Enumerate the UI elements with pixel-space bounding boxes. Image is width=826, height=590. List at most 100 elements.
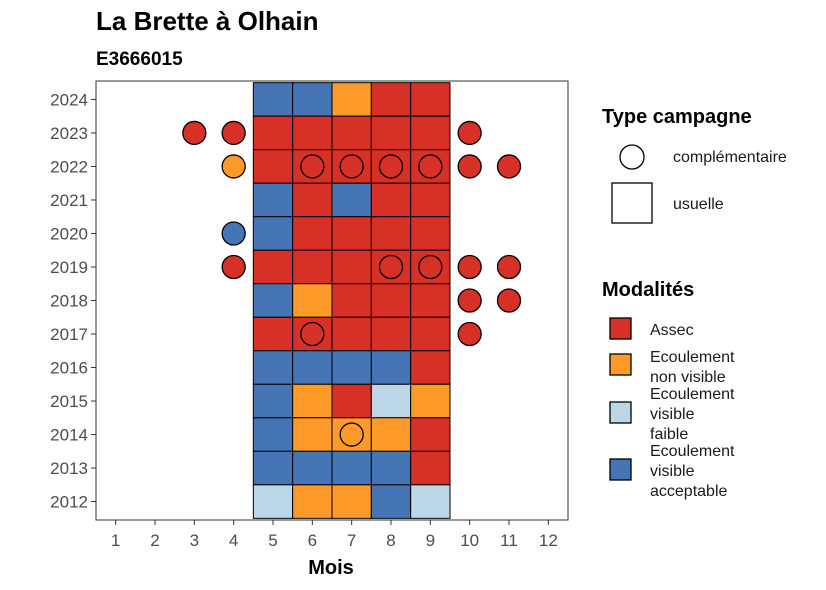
tile-2018-m8 — [370, 283, 412, 318]
tile-2024-m7 — [331, 82, 372, 117]
point-2017-m10 — [457, 321, 482, 347]
tile-2012-m5 — [252, 484, 294, 519]
legend-label-V: Ecoulement — [650, 443, 735, 460]
legend-modalites-title: Modalités — [602, 279, 694, 301]
tile-2014-m9 — [410, 417, 451, 452]
x-tick-label: 1 — [111, 531, 120, 550]
tile-2018-m9 — [410, 283, 451, 318]
tile-2021-m7 — [331, 182, 372, 218]
x-tick-label: 10 — [460, 531, 479, 550]
legend-key-A — [609, 317, 632, 340]
y-tick-label: 2022 — [50, 157, 88, 176]
y-tick-label: 2012 — [50, 493, 88, 512]
y-tick-label: 2014 — [50, 426, 88, 445]
x-tick-label: 6 — [308, 531, 317, 550]
point-2022-m9 — [418, 154, 443, 179]
tile-2020-m5 — [252, 216, 294, 251]
legend-circle-symbol — [619, 144, 645, 170]
tile-2024-m5 — [252, 82, 294, 117]
x-tick-label: 3 — [190, 531, 199, 550]
legend-square-label: usuelle — [673, 196, 724, 213]
tile-2023-m8 — [370, 115, 412, 151]
legend-label-N: Ecoulement — [650, 349, 735, 366]
tile-2024-m9 — [410, 82, 451, 117]
tile-2023-m9 — [410, 115, 451, 151]
y-axis: 2012 2013 2014 2015 2016 2017 2018 2019 2020 2021… — [50, 90, 96, 512]
point-2023-m3 — [182, 120, 207, 146]
point-2020-m4 — [221, 221, 246, 246]
tile-2018-m5 — [252, 283, 294, 318]
legend-label-V: visible — [650, 463, 695, 480]
y-tick-label: 2015 — [50, 392, 88, 411]
legend-key-N — [609, 353, 632, 376]
x-tick-label: 9 — [426, 531, 435, 550]
legend-label-V: acceptable — [650, 483, 727, 500]
tile-2021-m5 — [252, 182, 294, 218]
legend-circle-label: complémentaire — [673, 149, 787, 166]
y-tick-label: 2024 — [50, 90, 88, 109]
x-tick-label: 4 — [229, 531, 238, 550]
point-2019-m10 — [457, 254, 482, 280]
tile-2024-m6 — [292, 82, 333, 117]
tile-2015-m6 — [292, 383, 333, 419]
legend-label-F: faible — [650, 426, 688, 443]
point-2022-m10 — [457, 154, 482, 179]
tile-2012-m6 — [292, 484, 333, 519]
point-2018-m10 — [457, 288, 482, 313]
tile-2014-m8 — [370, 417, 412, 452]
x-tick-label: 5 — [268, 531, 277, 550]
point-2019-m11 — [496, 254, 522, 280]
tile-2021-m8 — [370, 182, 412, 218]
x-tick-label: 11 — [500, 531, 518, 550]
point-2014-m7 — [339, 422, 364, 447]
point-2022-m4 — [221, 154, 246, 179]
legend-type-campagne: Type campagne complémentaire usuelle — [602, 106, 787, 224]
y-tick-label: 2023 — [50, 124, 88, 143]
x-tick-label: 8 — [386, 531, 395, 550]
x-tick-label: 12 — [539, 531, 558, 550]
tile-2013-m5 — [252, 450, 294, 486]
tile-2013-m8 — [370, 450, 412, 486]
legend-label-A: Assec — [650, 322, 694, 339]
complementaire-points — [182, 120, 522, 447]
tile-2020-m6 — [292, 216, 333, 251]
tile-2014-m6 — [292, 417, 333, 452]
tile-2012-m9 — [410, 484, 451, 519]
point-2022-m7 — [339, 154, 364, 179]
point-2019-m9 — [418, 254, 443, 280]
point-2019-m8 — [378, 254, 404, 280]
x-axis: 1 2 3 4 5 6 7 8 9 10 11 12 — [111, 520, 558, 550]
tile-2013-m9 — [410, 450, 451, 486]
tile-2022-m5 — [252, 149, 294, 184]
tile-2017-m5 — [252, 316, 294, 352]
y-tick-label: 2016 — [50, 359, 88, 378]
x-tick-label: 7 — [347, 531, 356, 550]
tile-2024-m8 — [370, 82, 412, 117]
tile-2019-m7 — [331, 249, 372, 285]
legend-square-symbol — [611, 182, 653, 224]
y-tick-label: 2017 — [50, 325, 88, 344]
point-2019-m4 — [221, 254, 246, 280]
y-tick-label: 2018 — [50, 292, 88, 311]
point-2022-m11 — [496, 154, 522, 179]
point-2023-m10 — [457, 120, 482, 146]
y-tick-label: 2019 — [50, 258, 88, 277]
tile-2020-m9 — [410, 216, 451, 251]
usuelle-cells — [252, 82, 451, 519]
y-tick-label: 2013 — [50, 459, 88, 478]
point-2022-m6 — [300, 154, 325, 179]
point-2017-m6 — [300, 321, 325, 347]
tile-2023-m7 — [331, 115, 372, 151]
x-tick-label: 2 — [150, 531, 159, 550]
tile-2013-m7 — [331, 450, 372, 486]
tile-2014-m5 — [252, 417, 294, 452]
tile-2015-m9 — [410, 383, 451, 419]
y-tick-label: 2020 — [50, 224, 88, 243]
tile-2016-m7 — [331, 350, 372, 385]
tile-2015-m5 — [252, 383, 294, 419]
tile-2017-m8 — [370, 316, 412, 352]
tile-2015-m8 — [370, 383, 412, 419]
legend-campagne-title: Type campagne — [602, 106, 752, 128]
